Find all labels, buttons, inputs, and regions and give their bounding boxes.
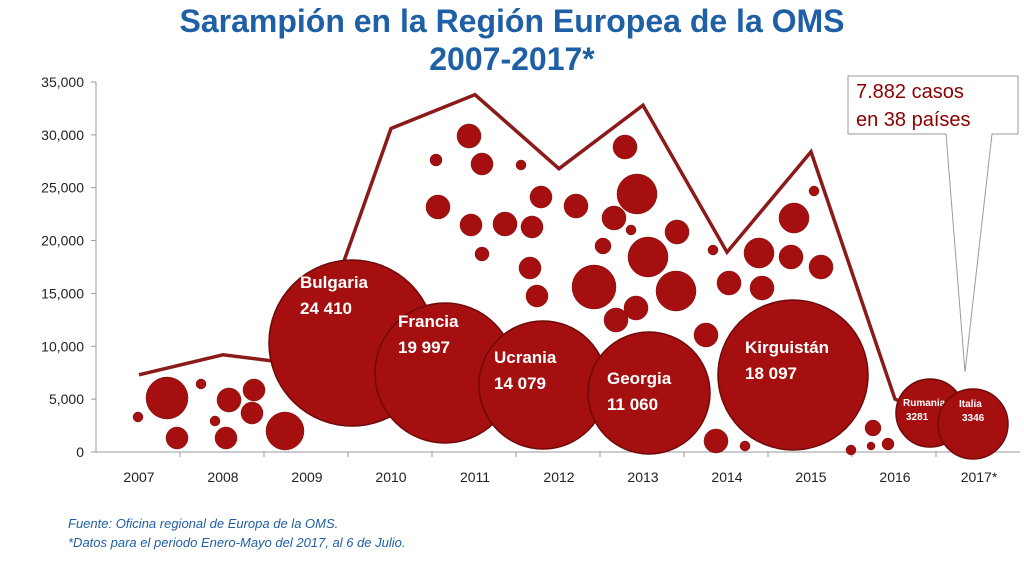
chart-title-line1: Sarampión en la Región Europea de la OMS xyxy=(179,3,845,39)
bubble-country-name: Ucrania xyxy=(494,348,557,367)
data-bubble xyxy=(808,254,834,280)
bubble-country-name: Italia xyxy=(959,399,982,410)
y-tick-label: 0 xyxy=(76,444,84,460)
data-bubble xyxy=(693,322,719,348)
source-notes: Fuente: Oficina regional de Europa de la… xyxy=(68,514,406,552)
data-bubble xyxy=(703,428,729,454)
y-tick-label: 25,000 xyxy=(41,180,84,196)
data-bubble xyxy=(265,411,305,451)
country-bubble xyxy=(937,388,1009,460)
x-tick-label: 2013 xyxy=(627,469,658,485)
data-bubble xyxy=(778,244,804,270)
data-bubble xyxy=(214,426,238,450)
data-bubble xyxy=(195,378,207,390)
data-bubble xyxy=(655,270,697,312)
bubble-country-value: 18 097 xyxy=(745,364,797,383)
bubble-country-value: 3281 xyxy=(906,412,929,423)
x-tick-label: 2008 xyxy=(207,469,238,485)
data-bubble xyxy=(425,194,451,220)
data-bubble xyxy=(627,236,669,278)
data-bubble xyxy=(429,153,443,167)
data-bubble xyxy=(845,444,857,456)
data-bubble xyxy=(165,426,189,450)
y-tick-label: 10,000 xyxy=(41,338,84,354)
data-bubble xyxy=(594,237,612,255)
callout-countries: en 38 países xyxy=(856,109,971,131)
data-bubble xyxy=(459,213,483,237)
bubble-country-value: 11 060 xyxy=(607,395,658,414)
x-tick-label: 2015 xyxy=(795,469,826,485)
data-bubble xyxy=(601,205,627,231)
data-bubble xyxy=(603,307,629,333)
callout-cases: 7.882 casos xyxy=(856,81,964,103)
data-bubble xyxy=(525,284,549,308)
x-tick-label: 2010 xyxy=(375,469,406,485)
x-tick-label: 2009 xyxy=(291,469,322,485)
data-bubble xyxy=(216,387,242,413)
data-bubble xyxy=(716,270,742,296)
x-tick-label: 2014 xyxy=(711,469,742,485)
data-bubble xyxy=(240,401,264,425)
country-bubble xyxy=(587,331,711,455)
bubble-country-value: 3346 xyxy=(962,413,985,424)
data-bubble xyxy=(739,440,751,452)
data-bubble xyxy=(456,123,482,149)
x-tick-label: 2016 xyxy=(879,469,910,485)
y-tick-label: 30,000 xyxy=(41,127,84,143)
bubble-country-name: Georgia xyxy=(607,369,672,388)
data-bubble xyxy=(623,295,649,321)
y-tick-label: 5,000 xyxy=(49,391,84,407)
x-tick-label: 2017* xyxy=(961,469,998,485)
data-bubble xyxy=(563,193,589,219)
data-bubble xyxy=(242,378,266,402)
data-bubble xyxy=(664,219,690,245)
x-tick-label: 2007 xyxy=(123,469,154,485)
footnote-line: *Datos para el periodo Enero-Mayo del 20… xyxy=(68,535,406,550)
data-bubble xyxy=(520,215,544,239)
chart-title: Sarampión en la Región Europea de la OMS… xyxy=(0,2,1024,78)
x-tick-label: 2012 xyxy=(543,469,574,485)
y-tick-label: 35,000 xyxy=(41,74,84,90)
data-bubble xyxy=(132,411,144,423)
data-bubble xyxy=(518,256,542,280)
bubble-country-name: Rumania xyxy=(903,398,946,409)
data-bubble xyxy=(209,415,221,427)
data-bubble xyxy=(749,275,775,301)
data-bubble xyxy=(866,441,876,451)
data-bubble xyxy=(707,244,719,256)
data-bubble xyxy=(808,185,820,197)
chart-title-line2: 2007-2017* xyxy=(429,41,595,77)
data-bubble xyxy=(616,173,658,215)
data-bubble xyxy=(743,237,775,269)
bubble-country-value: 19 997 xyxy=(398,338,450,357)
y-tick-label: 20,000 xyxy=(41,233,84,249)
data-bubble xyxy=(470,152,494,176)
bubble-country-name: Francia xyxy=(398,312,459,331)
data-bubble xyxy=(778,202,810,234)
bubble-country-value: 14 079 xyxy=(494,374,546,393)
data-bubble xyxy=(145,376,189,420)
data-bubble xyxy=(571,264,617,310)
bubble-country-name: Kirguistán xyxy=(745,338,829,357)
bubble-country-name: Bulgaria xyxy=(300,273,369,292)
data-bubble xyxy=(612,134,638,160)
data-bubble xyxy=(492,211,518,237)
data-bubble xyxy=(864,419,882,437)
bubble-country-value: 24 410 xyxy=(300,299,352,318)
data-bubble xyxy=(529,185,553,209)
data-bubble xyxy=(515,159,527,171)
y-tick-label: 15,000 xyxy=(41,285,84,301)
data-bubble xyxy=(474,246,490,262)
source-line: Fuente: Oficina regional de Europa de la… xyxy=(68,516,339,531)
data-bubble xyxy=(625,224,637,236)
x-tick-label: 2011 xyxy=(460,469,490,485)
country-bubble xyxy=(717,299,869,451)
data-bubble xyxy=(881,437,895,451)
callout-box xyxy=(847,75,1019,373)
